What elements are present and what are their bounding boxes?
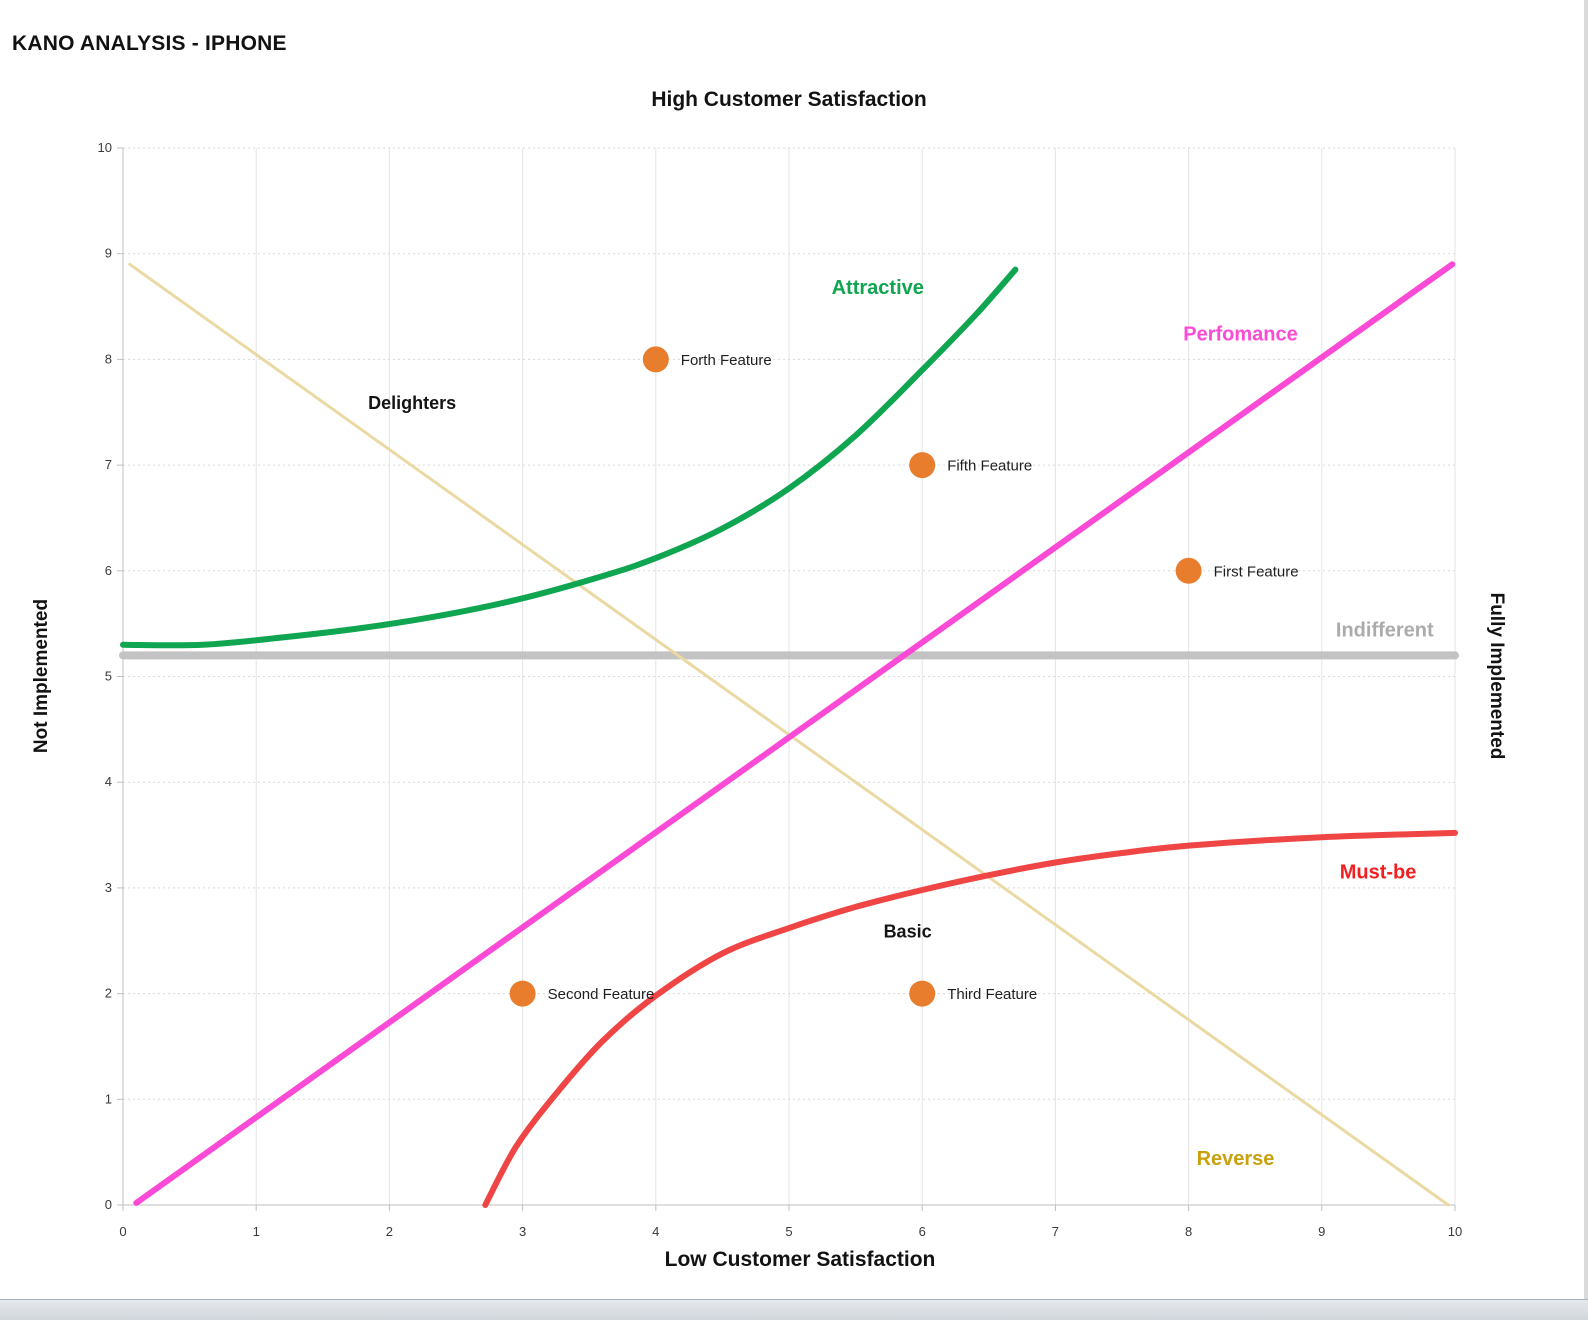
annotation-label: Basic	[884, 922, 932, 942]
annotation-label: Perfomance	[1183, 323, 1298, 345]
bottom-scrollbar-track[interactable]	[0, 1299, 1588, 1320]
data-point[interactable]	[909, 452, 936, 479]
data-point-label: Third Feature	[947, 986, 1037, 1003]
x-tick-label: 10	[1448, 1224, 1462, 1239]
data-point-label: Second Feature	[548, 986, 655, 1003]
y-tick-label: 5	[105, 669, 112, 684]
y-tick-label: 4	[105, 774, 112, 789]
x-tick-label: 7	[1052, 1224, 1059, 1239]
y-tick-label: 8	[105, 351, 112, 366]
x-tick-label: 3	[519, 1224, 526, 1239]
y-tick-label: 3	[105, 880, 112, 895]
x-tick-label: 0	[119, 1224, 126, 1239]
data-point-label: Forth Feature	[681, 352, 772, 369]
data-point[interactable]	[642, 346, 669, 373]
y-tick-label: 1	[105, 1091, 112, 1106]
x-tick-label: 2	[386, 1224, 393, 1239]
y-tick-label: 0	[105, 1197, 112, 1212]
annotation-label: Indifferent	[1336, 619, 1434, 641]
data-point[interactable]	[509, 980, 536, 1007]
data-point-label: Fifth Feature	[947, 458, 1032, 475]
y-tick-label: 2	[105, 986, 112, 1001]
y-tick-label: 10	[98, 140, 112, 155]
top-axis-title: High Customer Satisfaction	[651, 88, 927, 111]
chart-title: KANO ANALYSIS - IPHONE	[12, 32, 287, 55]
x-tick-label: 4	[652, 1224, 659, 1239]
y-tick-label: 6	[105, 563, 112, 578]
bottom-axis-title: Low Customer Satisfaction	[664, 1248, 936, 1271]
window-right-edge	[1584, 0, 1588, 1299]
data-point[interactable]	[1175, 557, 1202, 584]
annotation-label: Attractive	[832, 277, 924, 299]
annotation-label: Reverse	[1197, 1148, 1275, 1170]
annotation-label: Delighters	[368, 393, 456, 413]
y-tick-label: 7	[105, 457, 112, 472]
x-tick-label: 1	[253, 1224, 260, 1239]
data-point[interactable]	[909, 980, 936, 1007]
x-tick-label: 8	[1185, 1224, 1192, 1239]
x-tick-label: 5	[785, 1224, 792, 1239]
series-path-must-be[interactable]	[482, 829, 1458, 1208]
left-axis-title: Not Implemented	[31, 598, 52, 754]
annotation-label: Must-be	[1340, 861, 1417, 883]
x-tick-label: 6	[919, 1224, 926, 1239]
right-axis-title: Fully Implemented	[1486, 592, 1507, 760]
series-path-attractive[interactable]	[120, 266, 1019, 649]
data-point-label: First Feature	[1214, 563, 1299, 580]
x-tick-label: 9	[1318, 1224, 1325, 1239]
y-tick-label: 9	[105, 246, 112, 261]
series-path-performance[interactable]	[133, 261, 1456, 1206]
